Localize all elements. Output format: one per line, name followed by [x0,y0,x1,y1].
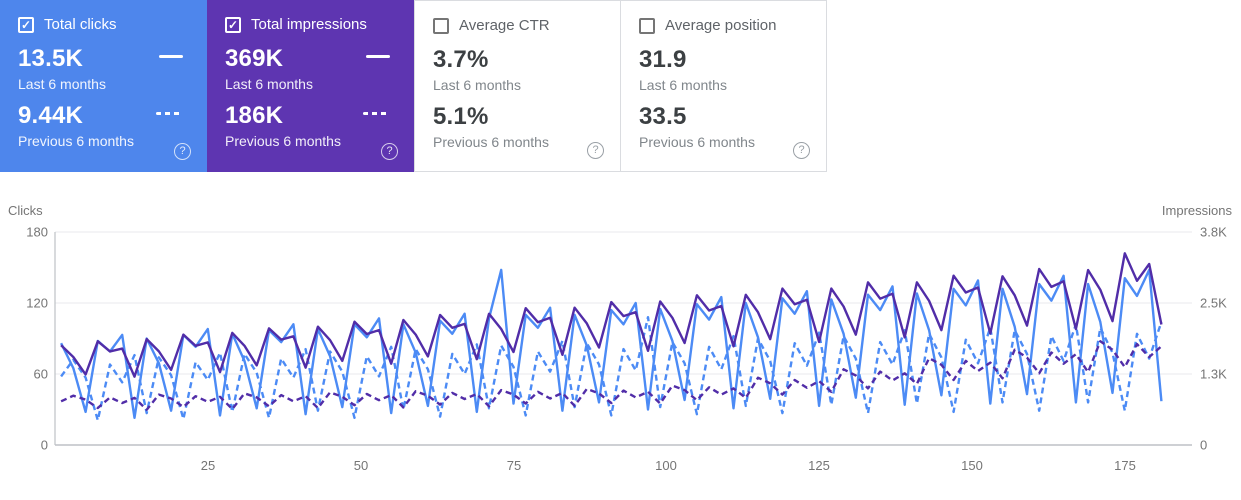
card-title: Total impressions [251,16,367,33]
help-icon[interactable]: ? [587,142,604,159]
help-icon[interactable]: ? [174,143,191,160]
right-axis-tick: 3.8K [1200,224,1227,240]
ctr-previous-period: Previous 6 months [433,134,549,150]
card-title: Average position [665,17,777,34]
solid-line-key-icon [159,55,183,58]
right-axis-title: Impressions [1161,203,1232,218]
chart-series [60,252,1163,422]
card-total-clicks[interactable]: ✓ Total clicks 13.5K Last 6 months 9.44K… [0,0,207,172]
average-ctr-checkbox[interactable] [433,17,449,34]
left-axis-title: Clicks [8,203,43,218]
x-axis-tick: 175 [1114,458,1136,473]
clicks-current-value: 13.5K [18,45,84,72]
help-icon[interactable]: ? [793,142,810,159]
x-axis-tick: 75 [506,458,522,473]
position-current-period: Last 6 months [639,77,727,93]
impressions-previous-value: 186K [225,102,284,129]
clicks-current-line [60,268,1163,420]
average-position-checkbox[interactable] [639,17,655,34]
dashed-line-key-icon [156,112,183,115]
x-axis-tick: 125 [808,458,830,473]
performance-chart: Clicks Impressions 180 120 60 0 3.8K 2.5… [0,195,1241,500]
x-axis-tick: 50 [353,458,369,473]
clicks-previous-value: 9.44K [18,102,84,129]
card-total-impressions[interactable]: ✓ Total impressions 369K Last 6 months 1… [207,0,414,172]
position-previous-period: Previous 6 months [639,134,755,150]
solid-line-key-icon [366,55,390,58]
impressions-current-line [60,252,1163,378]
chart-canvas[interactable] [0,195,1241,500]
card-average-ctr[interactable]: Average CTR 3.7% Last 6 months 5.1% Prev… [414,0,621,172]
card-title: Average CTR [459,17,550,34]
dashed-line-key-icon [363,112,390,115]
position-previous-value: 33.5 [639,103,687,130]
ctr-previous-value: 5.1% [433,103,489,130]
x-axis-tick: 100 [655,458,677,473]
help-icon[interactable]: ? [381,143,398,160]
card-average-position[interactable]: Average position 31.9 Last 6 months 33.5… [620,0,827,172]
x-axis-tick: 25 [200,458,216,473]
left-axis-tick: 0 [40,437,48,453]
metric-cards: ✓ Total clicks 13.5K Last 6 months 9.44K… [0,0,827,172]
card-title: Total clicks [44,16,117,33]
total-clicks-checkbox[interactable]: ✓ [18,16,34,33]
x-axis-tick: 150 [961,458,983,473]
ctr-current-value: 3.7% [433,46,489,73]
position-current-value: 31.9 [639,46,687,73]
impressions-previous-period: Previous 6 months [225,133,341,149]
clicks-previous-period: Previous 6 months [18,133,134,149]
right-axis-tick: 0 [1200,437,1208,453]
left-axis-tick: 120 [26,295,48,311]
right-axis-tick: 2.5K [1200,295,1227,311]
ctr-current-period: Last 6 months [433,77,521,93]
impressions-current-value: 369K [225,45,284,72]
left-axis-tick: 60 [33,366,48,382]
impressions-previous-line [60,340,1163,411]
left-axis-tick: 180 [26,224,48,240]
total-impressions-checkbox[interactable]: ✓ [225,16,241,33]
clicks-current-period: Last 6 months [18,76,106,92]
impressions-current-period: Last 6 months [225,76,313,92]
right-axis-tick: 1.3K [1200,366,1227,382]
clicks-previous-line [60,315,1163,422]
